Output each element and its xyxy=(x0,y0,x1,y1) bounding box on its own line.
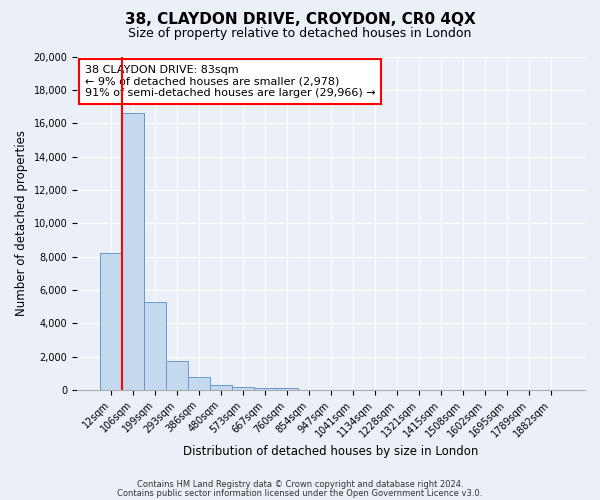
Bar xyxy=(210,385,232,390)
Bar xyxy=(276,388,298,390)
Bar xyxy=(100,254,122,390)
Text: Size of property relative to detached houses in London: Size of property relative to detached ho… xyxy=(128,28,472,40)
Y-axis label: Number of detached properties: Number of detached properties xyxy=(15,130,28,316)
Bar xyxy=(232,386,254,390)
Bar xyxy=(144,302,166,390)
Bar xyxy=(122,113,144,390)
Bar xyxy=(188,376,210,390)
Text: 38, CLAYDON DRIVE, CROYDON, CR0 4QX: 38, CLAYDON DRIVE, CROYDON, CR0 4QX xyxy=(125,12,475,28)
Text: 38 CLAYDON DRIVE: 83sqm
← 9% of detached houses are smaller (2,978)
91% of semi-: 38 CLAYDON DRIVE: 83sqm ← 9% of detached… xyxy=(85,65,376,98)
Bar xyxy=(166,361,188,390)
Bar xyxy=(254,388,276,390)
X-axis label: Distribution of detached houses by size in London: Distribution of detached houses by size … xyxy=(184,444,479,458)
Text: Contains HM Land Registry data © Crown copyright and database right 2024.: Contains HM Land Registry data © Crown c… xyxy=(137,480,463,489)
Text: Contains public sector information licensed under the Open Government Licence v3: Contains public sector information licen… xyxy=(118,488,482,498)
